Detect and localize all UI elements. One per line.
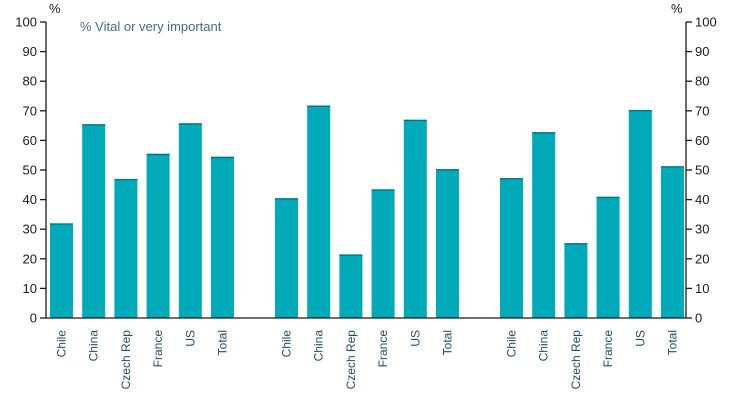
- bar-china-group-2: [307, 105, 331, 318]
- left-y-tick-label: 70: [23, 103, 37, 118]
- x-category-label: US: [183, 330, 197, 347]
- bar-us-group-1: [178, 123, 202, 319]
- x-axis-labels: Chile China Czech Rep France US Total Chile Chi…: [55, 330, 680, 390]
- x-category-label: France: [151, 330, 165, 368]
- x-category-label: China: [312, 330, 326, 362]
- bar-czech-rep-group-2: [339, 254, 363, 318]
- right-y-tick-label: 60: [695, 133, 709, 148]
- right-y-axis: 0 10 20 30 40 50 60 70 80 90 100: [685, 15, 717, 326]
- right-y-tick-label: 50: [695, 163, 709, 178]
- left-y-tick-label: 50: [23, 163, 37, 178]
- right-y-unit-label: %: [671, 1, 683, 16]
- right-y-tick-label: 10: [695, 281, 709, 296]
- right-y-tick-label: 90: [695, 44, 709, 59]
- bar-chile-group-2: [275, 198, 298, 318]
- left-y-tick-label: 30: [23, 222, 37, 237]
- left-y-tick-label: 90: [23, 44, 37, 59]
- bar-france-group-2: [371, 189, 395, 318]
- right-y-tick-label: 80: [695, 74, 709, 89]
- x-category-label: Chile: [280, 330, 294, 358]
- bar-czech-rep-group-1: [114, 178, 138, 318]
- x-category-label: Chile: [505, 330, 519, 358]
- left-y-tick-label: 100: [15, 15, 37, 30]
- bar-czech-rep-group-3: [564, 243, 588, 318]
- left-y-tick-label: 60: [23, 133, 37, 148]
- x-category-label: France: [601, 330, 615, 368]
- bar-us-group-3: [628, 109, 652, 318]
- right-y-tick-label: 40: [695, 192, 709, 207]
- left-y-axis: 0 10 20 30 40 50 60 70 80 90 100: [15, 15, 47, 326]
- bar-total-group-2: [436, 169, 459, 318]
- x-category-label: Total: [216, 330, 230, 355]
- x-category-label: Czech Rep: [119, 330, 133, 390]
- x-category-label: Czech Rep: [569, 330, 583, 390]
- x-category-label: Total: [666, 330, 680, 355]
- right-y-tick-label: 30: [695, 222, 709, 237]
- bar-china-group-1: [82, 124, 106, 319]
- left-y-tick-label: 20: [23, 251, 37, 266]
- x-category-label: US: [408, 330, 422, 347]
- right-y-tick-label: 100: [695, 15, 717, 30]
- bar-china-group-3: [532, 132, 556, 318]
- bar-total-group-3: [661, 166, 684, 318]
- left-y-tick-label: 80: [23, 74, 37, 89]
- bar-chile-group-3: [500, 177, 523, 318]
- left-y-tick-label: 0: [30, 311, 37, 326]
- x-category-label: US: [633, 330, 647, 347]
- bar-chile-group-1: [50, 223, 73, 318]
- x-category-label: China: [87, 330, 101, 362]
- x-category-label: Chile: [55, 330, 69, 358]
- bars: [50, 105, 684, 319]
- x-category-label: Czech Rep: [344, 330, 358, 390]
- bar-us-group-2: [403, 119, 427, 319]
- bar-france-group-1: [146, 153, 170, 318]
- x-category-label: China: [537, 330, 551, 362]
- left-y-tick-label: 40: [23, 192, 37, 207]
- bar-total-group-1: [211, 156, 234, 318]
- right-y-tick-label: 20: [695, 251, 709, 266]
- x-category-label: France: [376, 330, 390, 368]
- chart-annotation: % Vital or very important: [80, 19, 222, 34]
- right-y-tick-label: 70: [695, 103, 709, 118]
- left-y-tick-label: 10: [23, 281, 37, 296]
- right-y-tick-label: 0: [695, 311, 702, 326]
- left-y-unit-label: %: [49, 1, 61, 16]
- x-category-label: Total: [441, 330, 455, 355]
- bar-france-group-3: [596, 196, 620, 318]
